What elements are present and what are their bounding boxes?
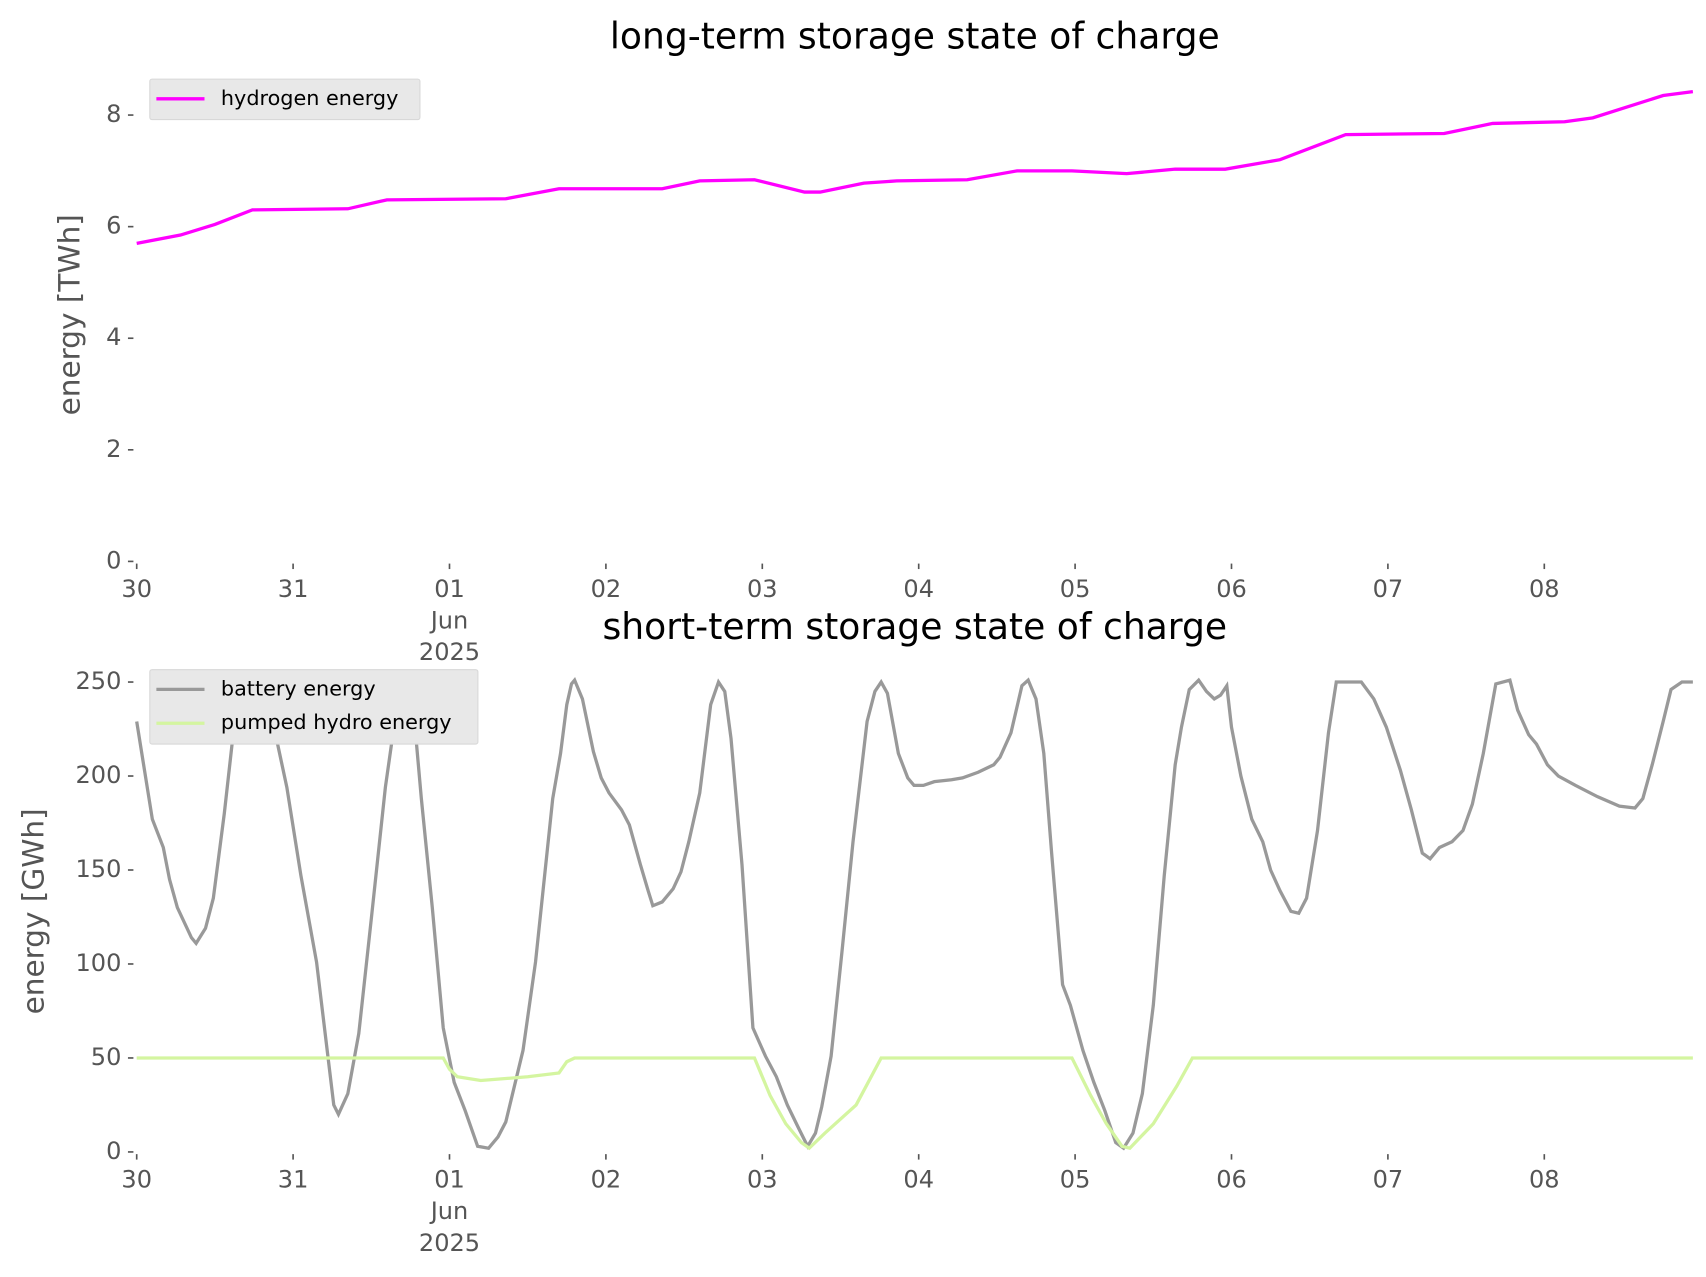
legend-box bbox=[149, 669, 479, 745]
y-tick-label: 200 bbox=[75, 761, 121, 789]
chart-title: long-term storage state of charge bbox=[610, 16, 1220, 58]
y-tick-label: 50 bbox=[91, 1043, 122, 1071]
chart-title: short-term storage state of charge bbox=[602, 606, 1227, 648]
x-tick-label: 07 bbox=[1373, 1165, 1404, 1193]
y-tick-label: 4 bbox=[106, 323, 121, 351]
y-axis-label: energy [TWh] bbox=[53, 214, 87, 415]
series-line bbox=[136, 1056, 1693, 1151]
legend-label: pumped hydro energy bbox=[221, 710, 452, 734]
x-tick-label: 31 bbox=[278, 1165, 309, 1193]
y-tick-label: 250 bbox=[75, 667, 121, 695]
x-tick-label: 04 bbox=[903, 575, 934, 603]
x-tick-label: 30 bbox=[121, 1165, 152, 1193]
x-tick-label: 02 bbox=[591, 1165, 622, 1193]
x-tick-label: 07 bbox=[1373, 575, 1404, 603]
y-tick-label: 0 bbox=[106, 546, 121, 574]
x-tick-label: 06 bbox=[1216, 1165, 1247, 1193]
legend-label: battery energy bbox=[221, 676, 376, 700]
y-tick-label: 6 bbox=[106, 212, 121, 240]
x-tick-label: 05 bbox=[1060, 575, 1091, 603]
series-line bbox=[135, 676, 1693, 1151]
y-tick-label: 100 bbox=[75, 949, 121, 977]
x-tick-label: 02 bbox=[591, 575, 622, 603]
x-tick-label: 03 bbox=[747, 575, 778, 603]
y-tick-label: 2 bbox=[106, 435, 121, 463]
x-tick-label: 04 bbox=[903, 1165, 934, 1193]
series-line bbox=[136, 89, 1694, 245]
y-axis-label: energy [GWh] bbox=[16, 808, 50, 1014]
y-tick-label: 0 bbox=[106, 1137, 121, 1165]
x-tick-label: 30 bbox=[121, 575, 152, 603]
x-tick-label: 31 bbox=[278, 575, 309, 603]
x-tick-label: 08 bbox=[1529, 1165, 1560, 1193]
y-tick-label: 150 bbox=[75, 855, 121, 883]
x-tick-label: 05 bbox=[1060, 1165, 1091, 1193]
x-tick-label: 01 Jun 2025 bbox=[419, 1165, 480, 1256]
x-tick-label: 06 bbox=[1216, 575, 1247, 603]
x-tick-label: 01 Jun 2025 bbox=[419, 575, 480, 666]
legend-label: hydrogen energy bbox=[221, 86, 399, 110]
x-tick-label: 03 bbox=[747, 1165, 778, 1193]
legend-box bbox=[149, 78, 421, 121]
y-tick-label: 8 bbox=[106, 100, 121, 128]
x-tick-label: 08 bbox=[1529, 575, 1560, 603]
